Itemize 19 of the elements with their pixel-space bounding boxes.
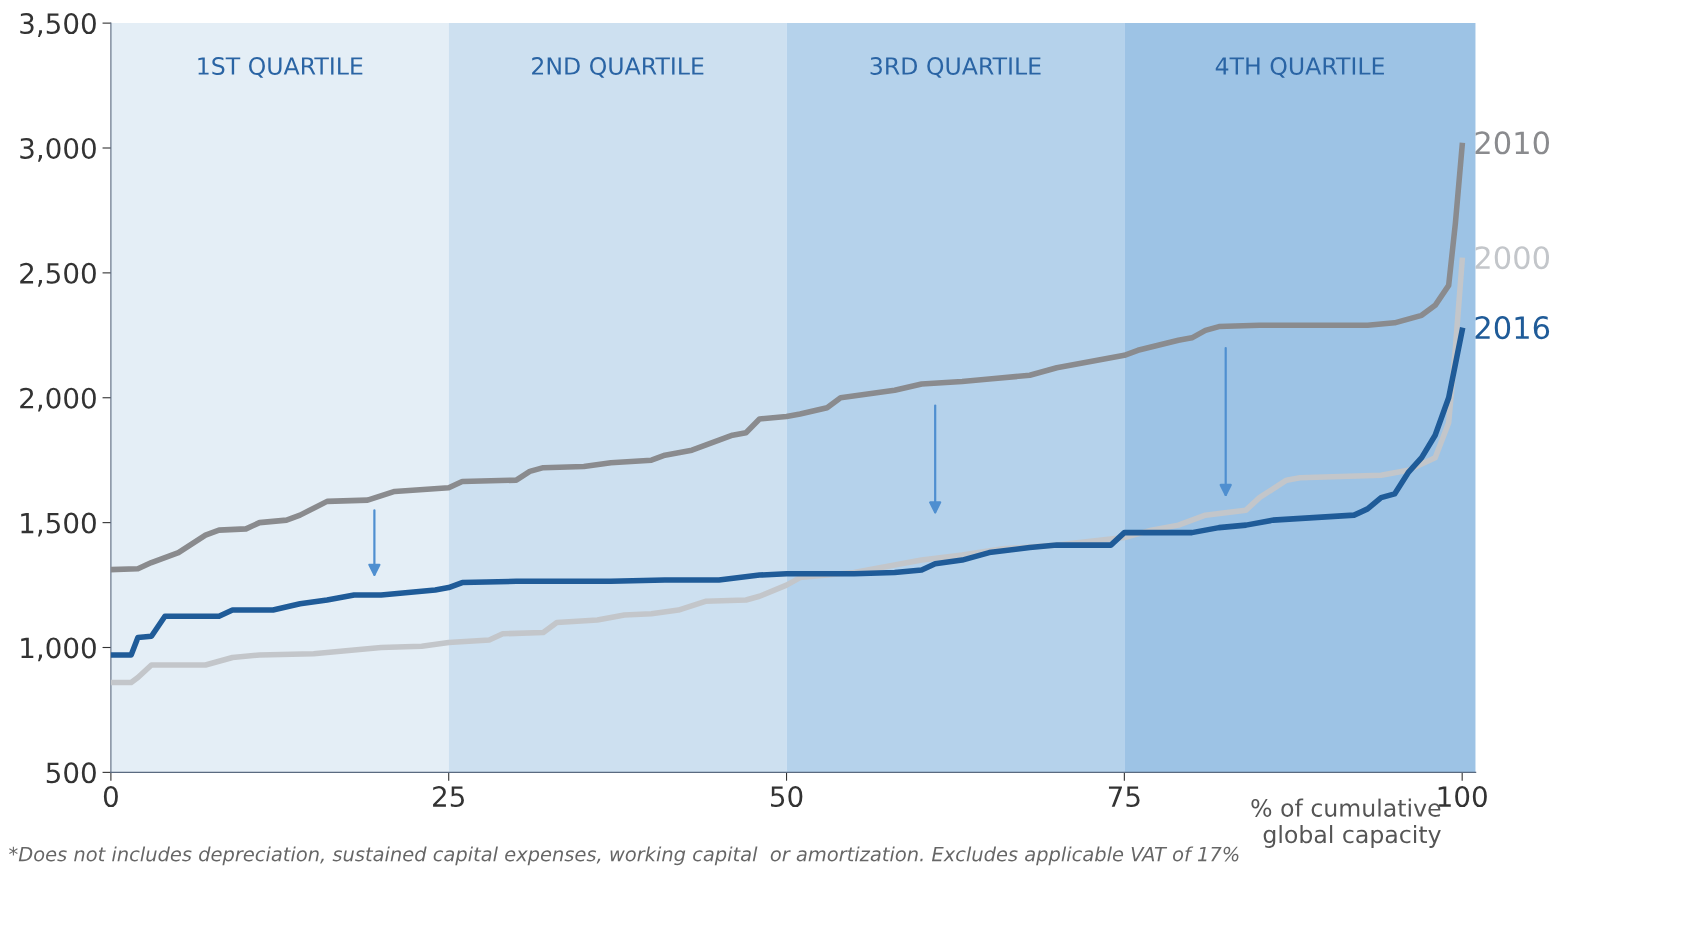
y-tick-label: 3,000 [20, 137, 96, 162]
y-tick-label: 3,500 [20, 13, 96, 37]
band-label: 2ND QUARTILE [532, 57, 704, 78]
y-tick-label: 1,500 [21, 512, 96, 537]
band-label: 4TH QUARTILE [1215, 57, 1384, 78]
x-tick-label: 50 [771, 786, 803, 808]
y-tick-label: 1,000 [21, 637, 96, 662]
y-tick-label: 500 [46, 762, 96, 784]
x-tick-label: 25 [433, 786, 464, 808]
series-label: 2010 [1475, 131, 1550, 155]
band-label: 3RD QUARTILE [870, 57, 1041, 78]
text: *Does not includes depreciation, sustained capital expenses, working capital or amortization. Excludes applicable VAT of 17% [9, 846, 1239, 866]
series-label: 2000 [1475, 246, 1550, 270]
series-label: 2016 [1475, 316, 1550, 340]
x-tick-label: 75 [1108, 786, 1140, 808]
y-tick-label: 2,500 [20, 262, 96, 287]
y-tick-label: 2,000 [20, 387, 96, 412]
band-label: 1ST QUARTILE [198, 57, 363, 78]
x-tick-label: 0 [103, 786, 118, 808]
